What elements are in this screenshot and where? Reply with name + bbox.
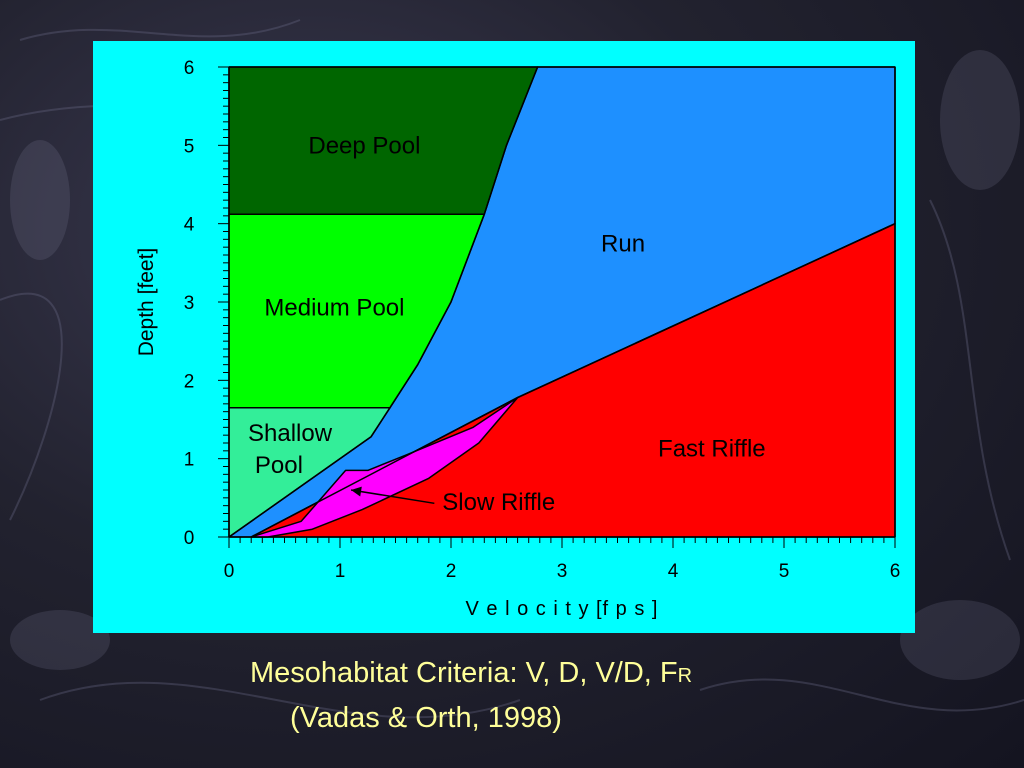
region-label-medium-pool: Medium Pool [264,294,404,321]
x-tick-label: 3 [557,561,568,582]
chart-panel: 0 1 2 3 4 5 6 0 1 2 3 4 5 6 V e l o c i t y [f p s ] De… [93,41,915,633]
boundary-lines [228,66,896,538]
region-label-fast-riffle: Fast Riffle [658,435,766,462]
y-tick-label: 0 [184,528,195,549]
caption-line-1: Mesohabitat Criteria: V, D, V/D, FR [250,655,692,694]
region-label-slow-riffle: Slow Riffle [442,489,555,516]
habitat-chart: 0 1 2 3 4 5 6 0 1 2 3 4 5 6 V e l o c i t y [f p s ] De… [135,58,900,620]
caption-main-text: Mesohabitat Criteria: V, D, V/D, F [250,657,678,689]
riffle-run-boundary [250,223,896,538]
x-tick-label: 1 [335,561,346,582]
region-labels: Deep Pool Medium Pool Shallow Pool Run Fast R… [248,132,766,515]
y-tick-label: 4 [184,215,195,236]
caption-line-2: (Vadas & Orth, 1998) [290,702,562,734]
region-label-shallow: Shallow [248,420,333,447]
y-tick-label: 1 [184,450,195,471]
x-tick-label: 0 [224,561,235,582]
x-tick-label: 2 [446,561,457,582]
axes: 0 1 2 3 4 5 6 0 1 2 3 4 5 6 V e l o c i t y [f p s ] De… [135,58,900,620]
x-tick-label: 5 [779,561,790,582]
x-tick-label: 4 [668,561,679,582]
x-axis-label: V e l o c i t y [f p s ] [466,598,659,620]
y-tick-label: 6 [184,58,195,79]
y-tick-label: 2 [184,371,195,392]
region-label-deep-pool: Deep Pool [308,132,420,159]
slow-riffle-arrowhead [351,486,362,497]
region-label-pool: Pool [255,452,303,479]
pool-run-boundary [228,66,539,538]
caption-subscript: R [677,665,693,687]
y-axis-label: Depth [feet] [135,248,158,357]
region-label-run: Run [601,230,645,257]
habitat-regions [228,66,896,538]
slow-riffle-arrow-line [350,489,435,505]
y-tick-label: 3 [184,293,195,314]
y-tick-label: 5 [184,136,195,157]
x-tick-label: 6 [890,561,901,582]
